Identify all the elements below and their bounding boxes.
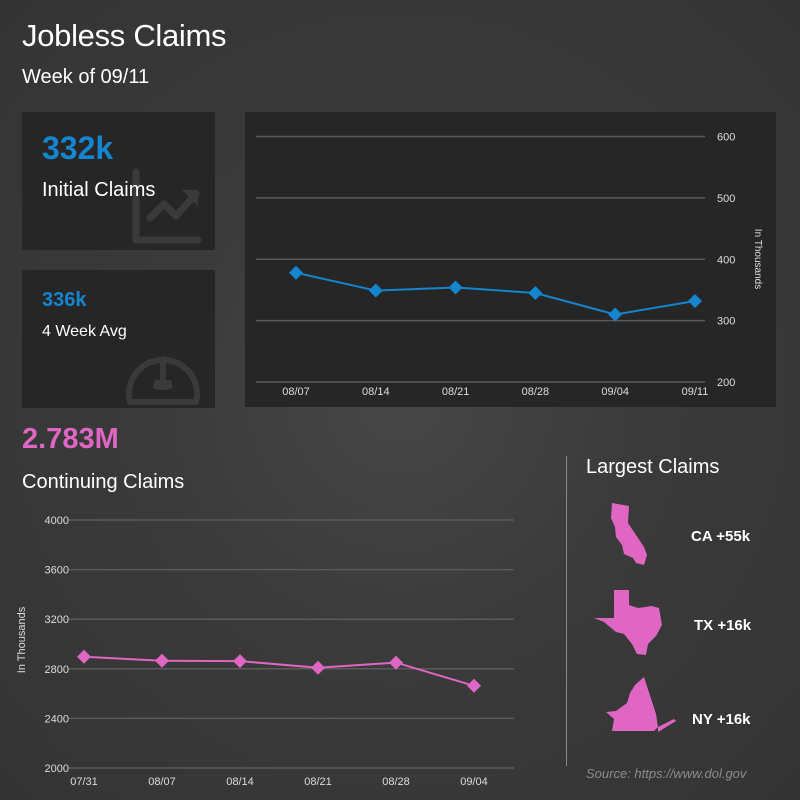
x-tick-label: 07/31: [70, 776, 98, 788]
state-label-tx: TX +16k: [694, 617, 752, 634]
y-tick-label: 300: [717, 316, 735, 328]
page-subtitle: Week of 09/11: [22, 66, 150, 88]
initial-claims-chart-panel: 200 300 400 500 600 08/07 08/14 08/21 08/28 09/0…: [245, 112, 776, 407]
data-point: [389, 655, 403, 670]
y-tick-label: 2000: [45, 763, 69, 775]
texas-map-icon: [594, 590, 662, 655]
series-line: [83, 655, 475, 687]
y-tick-label: 500: [717, 193, 735, 205]
continuing-claims-chart: 2000 2400 2800 3200 3600 4000 07/31 08/07 08/14…: [16, 515, 514, 788]
source-citation: Source: https://www.dol.gov: [586, 766, 747, 781]
four-week-avg-value: 336k: [42, 289, 87, 311]
y-tick-label: 2400: [45, 713, 69, 725]
y-tick-label: 400: [717, 254, 735, 266]
data-point: [289, 265, 303, 280]
x-tick-label: 08/14: [362, 386, 390, 398]
four-week-avg-card: [22, 270, 215, 408]
y-axis-label: In Thousands: [752, 229, 763, 289]
y-tick-label: 200: [717, 377, 735, 389]
data-point: [77, 649, 91, 664]
section-divider: [566, 456, 567, 766]
y-tick-label: 4000: [45, 515, 69, 527]
series-line: [295, 271, 696, 316]
state-label-ca: CA +55k: [691, 528, 751, 545]
data-point: [608, 307, 623, 322]
four-week-avg-label: 4 Week Avg: [42, 323, 127, 340]
page-title: Jobless Claims: [22, 18, 227, 53]
x-tick-label: 09/04: [460, 776, 488, 788]
data-point: [155, 653, 169, 668]
x-tick-label: 08/07: [148, 776, 176, 788]
x-tick-label: 09/04: [601, 386, 629, 398]
x-tick-label: 08/21: [304, 776, 332, 788]
data-point: [233, 654, 247, 669]
new-york-map-icon: [606, 677, 676, 732]
x-tick-label: 08/28: [522, 386, 550, 398]
x-tick-label: 08/21: [442, 386, 470, 398]
initial-claims-chart: 200 300 400 500 600 08/07 08/14 08/21 08/28 09/0…: [256, 132, 763, 398]
y-tick-label: 600: [717, 132, 735, 144]
continuing-claims-value: 2.783M: [22, 423, 119, 455]
y-tick-label: 2800: [45, 664, 69, 676]
initial-claims-value: 332k: [42, 130, 114, 166]
data-point: [467, 678, 481, 693]
initial-claims-card: [22, 112, 215, 250]
california-map-icon: [611, 503, 647, 565]
data-point: [448, 280, 463, 295]
data-point: [311, 660, 325, 675]
x-tick-label: 08/28: [382, 776, 410, 788]
y-tick-label: 3600: [45, 565, 69, 577]
initial-claims-label: Initial Claims: [42, 179, 156, 201]
gauge-icon: [126, 356, 200, 405]
data-point: [688, 293, 702, 308]
largest-claims-title: Largest Claims: [586, 456, 720, 478]
x-tick-label: 09/11: [682, 386, 709, 398]
state-label-ny: NY +16k: [692, 711, 751, 728]
data-point: [528, 286, 543, 301]
continuing-claims-label: Continuing Claims: [22, 471, 185, 493]
data-point: [368, 283, 383, 298]
y-axis-label: In Thousands: [16, 606, 28, 673]
x-tick-label: 08/07: [282, 386, 310, 398]
trending-up-chart-icon: [132, 168, 202, 244]
y-tick-label: 3200: [45, 614, 69, 626]
x-tick-label: 08/14: [226, 776, 254, 788]
